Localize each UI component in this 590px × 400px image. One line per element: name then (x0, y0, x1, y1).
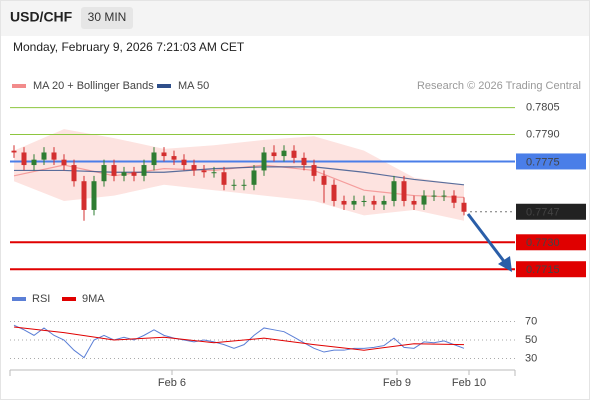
candle-body (71, 165, 77, 182)
candle-body (311, 165, 317, 176)
legend-swatch (62, 297, 76, 301)
candle-body (321, 175, 327, 185)
series-line (13, 324, 465, 359)
candle-body (141, 165, 147, 176)
candle-body (411, 200, 417, 205)
candle-body (11, 150, 17, 153)
candle-body (341, 200, 347, 205)
candle-body (21, 152, 27, 166)
moving-average (14, 166, 465, 186)
candle-body (251, 170, 257, 185)
candle-body (131, 172, 137, 176)
level-box (516, 153, 586, 170)
symbol: USD/CHF (10, 9, 73, 25)
level-box (516, 261, 586, 278)
candle-body (281, 150, 287, 157)
forecast-arrowhead (498, 256, 512, 272)
y-tick-label: 70 (525, 315, 537, 327)
candle-body (81, 181, 87, 210)
candle-body (151, 152, 157, 166)
source: Research © 2026 Trading Central (417, 80, 581, 92)
candle-body (391, 181, 397, 201)
candle-body (261, 152, 267, 171)
level-label: 0.7790 (526, 128, 560, 140)
level-label: 0.7730 (526, 237, 560, 249)
level-label: 0.7747 (526, 207, 560, 219)
candle-body (221, 172, 227, 185)
x-tick-label: Feb 10 (452, 377, 486, 389)
level-box (516, 234, 586, 251)
timeframe: 30 MIN (88, 10, 127, 24)
candle-body (451, 195, 457, 203)
candle-body (301, 157, 307, 166)
y-tick-label: 50 (525, 334, 537, 346)
x-tick-label: Feb 6 (158, 377, 186, 389)
candle-body (231, 184, 237, 186)
legend-label: 9MA (82, 293, 105, 305)
level-label: 0.7775 (526, 156, 560, 168)
series-line (13, 326, 465, 351)
candle-body (111, 165, 117, 176)
candle-body (101, 165, 107, 182)
candle-body (461, 202, 467, 212)
candle-body (241, 184, 247, 186)
candle-body (211, 172, 217, 174)
level-label: 0.7805 (526, 101, 560, 113)
legend-label: MA 20 + Bollinger Bands (33, 80, 154, 92)
legend-label: RSI (32, 293, 50, 305)
legend-swatch (12, 297, 26, 301)
candle-body (431, 195, 437, 197)
legend-swatch (12, 84, 26, 88)
level-box (516, 203, 586, 220)
candle-body (441, 195, 447, 197)
legend-swatch (157, 84, 171, 88)
candle-body (31, 159, 37, 166)
candle-body (421, 195, 427, 205)
y-tick-label: 30 (525, 352, 537, 364)
candle-body (91, 181, 97, 210)
candle-body (361, 200, 367, 202)
candle-body (331, 184, 337, 201)
candle-body (171, 156, 177, 160)
candle-body (271, 152, 277, 157)
datetime: Monday, February 9, 2026 7:21:03 AM CET (13, 40, 245, 54)
x-tick-label: Feb 9 (383, 377, 411, 389)
candle-body (161, 152, 167, 157)
candle-body (401, 181, 407, 201)
candle-body (121, 172, 127, 176)
candle-body (371, 200, 377, 205)
level-label: 0.7715 (526, 264, 560, 276)
candle-body (191, 165, 197, 171)
candle-body (291, 150, 297, 158)
candle-body (41, 152, 47, 160)
candle-body (201, 170, 207, 173)
forecast-arrow (466, 213, 508, 265)
candle-body (61, 159, 67, 166)
candle-body (351, 200, 357, 205)
legend-label: MA 50 (178, 80, 209, 92)
bollinger-band (14, 129, 464, 221)
timeframe-box (81, 7, 133, 29)
candle-body (51, 152, 57, 160)
candle-body (181, 159, 187, 166)
candle-body (381, 200, 387, 205)
